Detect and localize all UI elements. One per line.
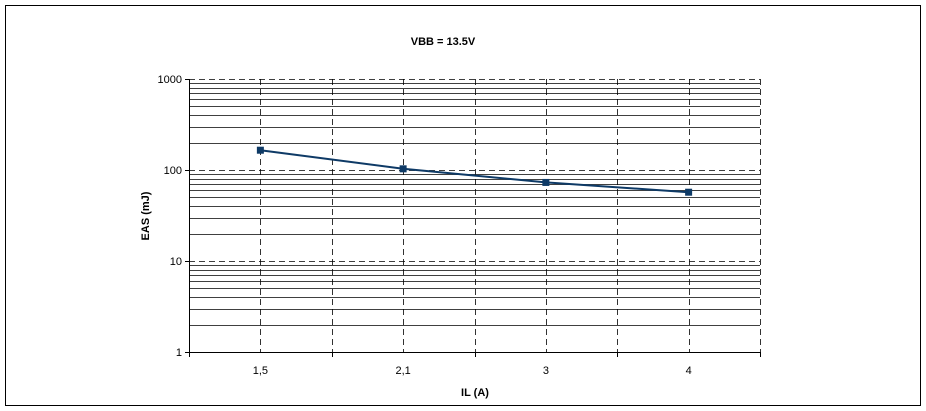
y-tick-label: 1000 [158, 74, 182, 86]
data-point [399, 165, 407, 173]
data-point [685, 188, 693, 196]
chart-title: VBB = 13.5V [411, 36, 476, 48]
x-axis-title: IL (A) [461, 387, 489, 399]
series [256, 146, 693, 196]
series-line [260, 149, 689, 194]
chart-border [5, 5, 921, 406]
y-tick-label: 100 [164, 165, 182, 177]
x-tick-label: 2,1 [395, 365, 410, 377]
x-tick-label: 3 [543, 365, 549, 377]
x-tick-label: 4 [686, 365, 692, 377]
grid [189, 79, 761, 352]
y-ticks: 1 10 100 1000 [158, 74, 189, 359]
data-point [542, 178, 550, 186]
x-ticks: 1,5 2,1 3 4 [189, 352, 761, 377]
data-point [256, 146, 264, 154]
y-axis-title: EAS (mJ) [140, 191, 152, 240]
axes [189, 79, 760, 353]
y-tick-label: 10 [170, 256, 182, 268]
y-tick-label: 1 [176, 347, 182, 359]
x-tick-label: 1,5 [253, 365, 268, 377]
